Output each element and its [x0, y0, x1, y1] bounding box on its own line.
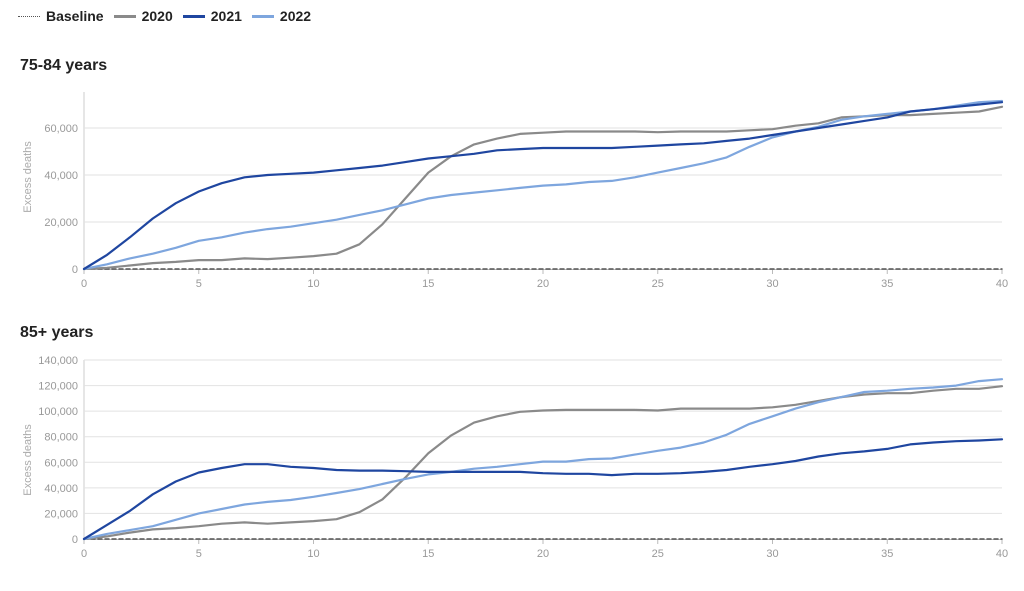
series-line-2022: [82, 99, 1004, 271]
y-tick-label: 40,000: [44, 483, 78, 495]
x-tick-label: 40: [996, 548, 1008, 560]
chart-85-plus-years: 0 20,000 40,000 60,000 80,000 100,000 120,000 1…: [22, 355, 1008, 560]
y-axis-title: Excess deaths: [22, 424, 34, 496]
x-tick-label: 5: [196, 548, 202, 560]
legend-item-2021: 2021: [182, 8, 242, 24]
legend-swatch-2021: [182, 14, 205, 18]
x-tick-label: 35: [881, 548, 893, 560]
x-tick-label: 10: [307, 548, 319, 560]
legend-swatch-2020: [113, 14, 136, 18]
x-tick-label: 30: [766, 548, 778, 560]
y-axis-title: Excess deaths: [22, 141, 34, 213]
x-tick-label: 40: [996, 278, 1008, 290]
series-line-2021: [82, 438, 1004, 541]
legend-swatch-2022: [251, 14, 274, 18]
x-tick-label: 25: [652, 548, 664, 560]
x-tick-label: 0: [81, 278, 87, 290]
y-tick-label: 0: [72, 264, 78, 276]
x-tick-label: 25: [652, 278, 664, 290]
legend-swatch-baseline: [18, 15, 40, 17]
chart-legend: Baseline 2020 2021 2022: [18, 8, 321, 24]
y-tick-label: 60,000: [44, 123, 78, 135]
legend-item-baseline: Baseline: [18, 8, 104, 24]
y-tick-label: 140,000: [38, 355, 78, 367]
y-tick-label: 0: [72, 534, 78, 546]
x-tick-label: 10: [307, 278, 319, 290]
legend-item-2020: 2020: [113, 8, 173, 24]
y-tick-label: 60,000: [44, 457, 78, 469]
y-tick-label: 120,000: [38, 381, 78, 393]
x-tick-label: 20: [537, 278, 549, 290]
series-line-2020: [82, 105, 1004, 271]
x-tick-label: 0: [81, 548, 87, 560]
x-tick-label: 20: [537, 548, 549, 560]
y-tick-label: 20,000: [44, 508, 78, 520]
series-line-2022: [82, 378, 1004, 541]
y-tick-label: 40,000: [44, 170, 78, 182]
x-tick-label: 15: [422, 278, 434, 290]
y-tick-label: 20,000: [44, 217, 78, 229]
x-tick-label: 35: [881, 278, 893, 290]
y-tick-label: 80,000: [44, 432, 78, 444]
y-tick-label: 100,000: [38, 406, 78, 418]
legend-item-2022: 2022: [251, 8, 312, 24]
x-tick-label: 15: [422, 548, 434, 560]
legend-label-2022: 2022: [279, 8, 312, 24]
panel-title-75-84: 75-84 years: [20, 57, 108, 74]
series-line-2021: [82, 101, 1004, 271]
chart-75-84-years: 0 20,000 40,000 60,000 0 5 10 15 20 25 30 35 40 Exces…: [22, 92, 1008, 290]
legend-label-2020: 2020: [141, 8, 173, 24]
x-tick-label: 5: [196, 278, 202, 290]
legend-label-baseline: Baseline: [46, 8, 104, 24]
x-tick-label: 30: [766, 278, 778, 290]
panel-title-85-plus: 85+ years: [20, 324, 94, 341]
legend-label-2021: 2021: [210, 8, 242, 24]
